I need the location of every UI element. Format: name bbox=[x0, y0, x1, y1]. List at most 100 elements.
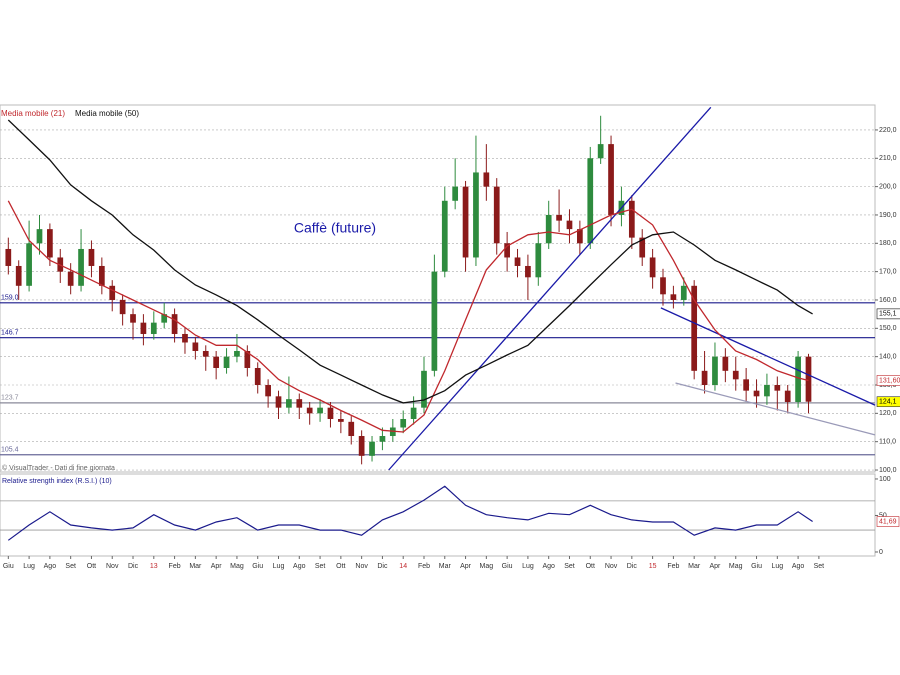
candle-body bbox=[67, 271, 74, 286]
legend-ma50: Media mobile (50) bbox=[75, 109, 139, 118]
candle-body bbox=[254, 367, 261, 385]
candle-body bbox=[764, 384, 770, 397]
last-value-label: 131,60 bbox=[879, 377, 900, 384]
x-tick-label: Giu bbox=[751, 563, 762, 570]
candle-body bbox=[597, 144, 604, 159]
x-tick-label: Mag bbox=[230, 563, 244, 570]
chart-title: Caffè (future) bbox=[294, 220, 376, 236]
candle-body bbox=[649, 257, 656, 278]
candle-body bbox=[286, 399, 292, 408]
candle-body bbox=[566, 220, 573, 230]
candle-body bbox=[410, 407, 417, 420]
x-tick-label: Giu bbox=[3, 563, 14, 570]
candle-body bbox=[88, 248, 95, 266]
trend-line bbox=[675, 382, 876, 436]
candle-body bbox=[701, 370, 708, 385]
level-label: 146.7 bbox=[1, 330, 19, 337]
candle-body bbox=[774, 384, 781, 391]
candle-body bbox=[317, 407, 323, 414]
candle-body bbox=[421, 370, 427, 408]
x-tick-label: Feb bbox=[169, 563, 181, 570]
candle-body bbox=[161, 314, 168, 323]
x-tick-label: Dic bbox=[377, 563, 388, 570]
candle-body bbox=[784, 390, 791, 403]
candle-body bbox=[753, 390, 760, 397]
x-tick-label: 14 bbox=[399, 563, 407, 570]
candle-body bbox=[795, 356, 801, 403]
x-tick-label: Dic bbox=[128, 563, 139, 570]
x-tick-label: Mag bbox=[480, 563, 494, 570]
candle-body bbox=[743, 379, 749, 391]
candle-body bbox=[150, 322, 157, 334]
rsi-line bbox=[7, 485, 813, 541]
x-tick-label: Ago bbox=[44, 563, 57, 570]
x-tick-label: Nov bbox=[106, 563, 119, 570]
y-tick-label: 190,0 bbox=[879, 212, 897, 219]
x-tick-label: Set bbox=[65, 563, 76, 570]
trend-line bbox=[388, 106, 712, 471]
candle-body bbox=[660, 277, 666, 295]
candle-body bbox=[244, 350, 251, 368]
x-tick-label: Giu bbox=[252, 563, 263, 570]
x-tick-label: Apr bbox=[710, 563, 722, 570]
x-tick-label: Nov bbox=[605, 563, 618, 570]
x-tick-label: Lug bbox=[771, 563, 783, 570]
x-tick-label: Set bbox=[315, 563, 326, 570]
candle-body bbox=[15, 265, 22, 286]
candle-body bbox=[306, 407, 313, 414]
candle-body bbox=[680, 285, 687, 300]
y-tick-label: 100,0 bbox=[879, 467, 897, 474]
candle-body bbox=[140, 322, 147, 334]
y-tick-label: 100 bbox=[879, 476, 891, 483]
last-price-label: 124,1 bbox=[879, 399, 897, 406]
x-tick-label: Mag bbox=[729, 563, 743, 570]
x-tick-label: Lug bbox=[23, 563, 35, 570]
x-tick-label: Mar bbox=[688, 563, 701, 570]
candle-body bbox=[78, 248, 84, 286]
candle-body bbox=[275, 396, 282, 408]
x-tick-label: Mar bbox=[189, 563, 202, 570]
candle-body bbox=[109, 285, 116, 300]
ma-line bbox=[7, 200, 809, 433]
y-tick-label: 180,0 bbox=[879, 240, 897, 247]
candle-body bbox=[192, 342, 199, 351]
x-tick-label: Apr bbox=[211, 563, 223, 570]
candle-body bbox=[670, 294, 677, 300]
last-value-label: 41,69 bbox=[879, 518, 897, 525]
candle-body bbox=[483, 172, 490, 187]
candle-body bbox=[369, 441, 375, 456]
y-tick-label: 120,0 bbox=[879, 410, 897, 417]
ma-line bbox=[7, 119, 813, 404]
candle-body bbox=[431, 271, 438, 371]
y-tick-label: 200,0 bbox=[879, 183, 897, 190]
candle-body bbox=[171, 314, 178, 334]
y-tick-label: 0 bbox=[879, 549, 883, 556]
candle-body bbox=[358, 436, 365, 456]
source: © VisualTrader - Dati di fine giornata bbox=[2, 464, 115, 472]
candle-body bbox=[36, 229, 43, 244]
candle-body bbox=[639, 237, 646, 258]
candle-body bbox=[265, 384, 271, 397]
candle-body bbox=[26, 243, 32, 286]
candle-body bbox=[182, 333, 188, 343]
candle-body bbox=[213, 356, 220, 368]
x-tick-label: Lug bbox=[273, 563, 285, 570]
y-tick-label: 220,0 bbox=[879, 127, 897, 134]
candle-body bbox=[545, 214, 552, 244]
candle-body bbox=[805, 356, 812, 402]
x-tick-label: Mar bbox=[439, 563, 452, 570]
candle-body bbox=[504, 243, 510, 258]
last-price-box bbox=[876, 396, 900, 408]
candle-body bbox=[712, 356, 718, 385]
candle-body bbox=[348, 421, 355, 437]
level-label: 123.7 bbox=[1, 395, 19, 402]
x-tick-label: Lug bbox=[522, 563, 534, 570]
candle-body bbox=[535, 243, 542, 278]
last-value-box bbox=[876, 308, 900, 320]
candle-body bbox=[379, 436, 386, 442]
y-tick-label: 140,0 bbox=[879, 354, 897, 361]
candle-body bbox=[47, 229, 53, 258]
x-tick-label: Feb bbox=[418, 563, 430, 570]
level-label: 105.4 bbox=[1, 447, 19, 454]
